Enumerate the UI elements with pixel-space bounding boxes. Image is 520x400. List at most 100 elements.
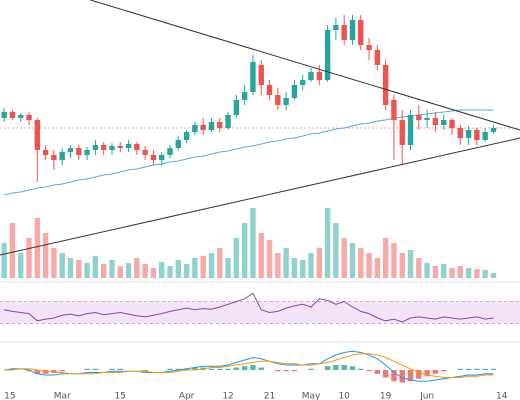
macd-histogram-bar <box>283 370 289 372</box>
x-tick-label: Mar <box>54 392 71 400</box>
candle-body <box>349 20 356 40</box>
macd-histogram-bar <box>391 370 397 382</box>
x-tick-label: 19 <box>380 392 392 400</box>
macd-histogram-bar <box>441 370 447 372</box>
candle-body <box>391 100 397 120</box>
macd-histogram-bar <box>416 370 422 379</box>
volume-bar <box>200 256 206 278</box>
x-tick-label: 15 <box>4 392 15 400</box>
rsi-line <box>4 292 494 323</box>
volume-bar <box>26 238 32 278</box>
macd-histogram-bar <box>349 366 356 370</box>
candle-body <box>42 150 49 155</box>
macd-histogram-bar <box>341 365 347 370</box>
macd-histogram-bar <box>84 368 90 370</box>
volume-bar <box>233 238 240 278</box>
volume-bar <box>366 253 372 278</box>
candle-body <box>449 120 455 128</box>
candle-body <box>26 115 32 120</box>
volume-bar <box>407 250 414 278</box>
candle-body <box>225 115 231 128</box>
x-tick-label: Apr <box>179 392 195 400</box>
macd-histogram-bar <box>250 365 256 370</box>
volume-bar <box>100 264 107 278</box>
candle-body <box>125 144 132 148</box>
volume-bar <box>474 269 480 278</box>
candle-body <box>167 148 173 155</box>
candle-body <box>92 145 99 150</box>
candle-body <box>441 120 447 125</box>
macd-histogram-bar <box>432 370 439 374</box>
volume-bar <box>217 248 223 278</box>
candle-body <box>142 150 148 155</box>
macd-histogram-bar <box>233 367 240 370</box>
macd-histogram-bar <box>225 368 231 370</box>
volume-bar <box>349 243 356 278</box>
macd-histogram-bar <box>291 370 298 372</box>
macd-histogram-bar <box>241 366 248 370</box>
macd-histogram-bar <box>167 368 173 370</box>
candle-body <box>18 115 24 118</box>
macd-histogram-bar <box>490 368 497 370</box>
volume-bar <box>1 243 7 278</box>
volume-bar <box>291 258 298 278</box>
candle-body <box>275 95 281 105</box>
candle-body <box>183 132 190 140</box>
macd-macd-line <box>4 350 494 382</box>
macd-histogram-bar <box>382 370 389 378</box>
candle-body <box>366 45 372 50</box>
candle-body <box>490 128 497 132</box>
candle-body <box>291 85 298 98</box>
candle-body <box>192 125 198 132</box>
candle-body <box>241 92 248 100</box>
candle-body <box>407 115 414 145</box>
macd-histogram-bar <box>51 370 57 373</box>
macd-histogram-bar <box>217 368 223 370</box>
volume-bar <box>432 266 439 278</box>
x-tick-label: 14 <box>496 392 508 400</box>
macd-histogram-bar <box>366 370 372 372</box>
volume-bar <box>142 264 148 278</box>
volume-bar <box>441 264 447 278</box>
volume-bar <box>183 264 190 278</box>
volume-bar <box>457 266 463 278</box>
macd-histogram-bar <box>208 368 215 370</box>
candle-body <box>374 50 381 65</box>
macd-histogram-bar <box>258 367 264 370</box>
macd-histogram-bar <box>34 370 41 374</box>
volume-bar <box>241 223 248 278</box>
candle-body <box>159 155 165 160</box>
macd-histogram-bar <box>324 366 331 370</box>
volume-bar <box>449 268 455 278</box>
candle-body <box>200 125 206 130</box>
macd-histogram-bar <box>424 370 430 377</box>
macd-histogram-bar <box>192 367 198 370</box>
candle-body <box>333 25 339 30</box>
volume-bar <box>175 260 182 278</box>
candle-body <box>250 62 256 92</box>
macd-histogram-bar <box>407 370 414 382</box>
candle-body <box>34 120 41 150</box>
candle-body <box>266 85 273 95</box>
volume-bar <box>424 263 430 278</box>
volume-bar <box>465 268 472 278</box>
volume-bar <box>67 258 74 278</box>
macd-histogram-bar <box>109 368 115 370</box>
candle-body <box>150 155 157 160</box>
candle-body <box>175 140 182 148</box>
trendline <box>90 0 520 131</box>
candle-body <box>324 30 331 80</box>
volume-bar <box>109 260 115 278</box>
macd-histogram-bar <box>183 368 190 370</box>
macd-histogram-bar <box>474 368 480 370</box>
candle-body <box>382 65 389 105</box>
macd-histogram-bar <box>117 368 123 370</box>
volume-bar <box>308 253 314 278</box>
volume-bar <box>208 253 215 278</box>
volume-bar <box>51 248 57 278</box>
candle-body <box>482 132 488 140</box>
candle-body <box>308 72 314 80</box>
volume-bar <box>416 258 422 278</box>
volume-bar <box>490 273 497 278</box>
candle-body <box>67 148 74 152</box>
